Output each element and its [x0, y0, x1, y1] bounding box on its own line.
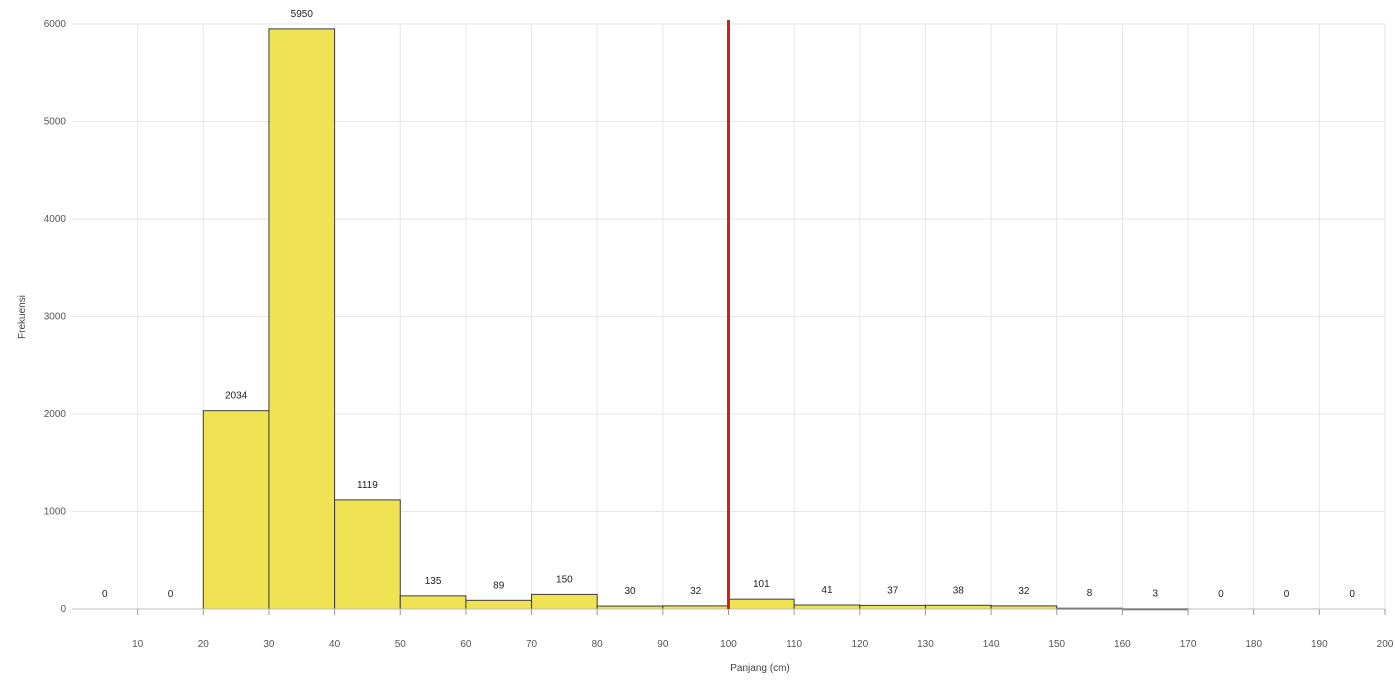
x-tick-label: 200 — [1377, 639, 1394, 650]
x-tick-label: 20 — [198, 639, 210, 650]
histogram-bar — [399, 595, 467, 610]
x-tick-label: 100 — [720, 639, 737, 650]
y-tick-label: 2000 — [44, 409, 67, 420]
bar-value-label: 89 — [493, 580, 505, 591]
y-tick-label: 6000 — [44, 19, 67, 30]
histogram-bar — [728, 598, 795, 610]
y-tick-label: 3000 — [44, 312, 67, 323]
histogram-bar — [531, 593, 598, 610]
bar-value-label: 2034 — [225, 391, 248, 402]
histogram-bar — [202, 410, 270, 610]
bar-value-label: 30 — [624, 586, 636, 597]
x-tick-label: 90 — [657, 639, 669, 650]
histogram-bar — [334, 499, 401, 610]
x-tick-label: 60 — [460, 639, 472, 650]
x-tick-label: 50 — [395, 639, 407, 650]
bar-value-label: 37 — [887, 585, 899, 596]
bar-value-label: 3 — [1152, 589, 1158, 600]
x-tick-label: 110 — [786, 639, 802, 650]
histogram-bar — [268, 28, 336, 610]
bar-value-label: 135 — [425, 576, 442, 587]
x-tick-label: 40 — [329, 639, 341, 650]
x-tick-label: 120 — [851, 639, 868, 650]
bar-value-label: 0 — [102, 589, 108, 600]
y-tick-label: 1000 — [44, 507, 67, 518]
bar-value-label: 0 — [1218, 589, 1224, 600]
y-axis-title: Frekuensi — [17, 295, 28, 339]
x-tick-label: 150 — [1048, 639, 1065, 650]
histogram-bar — [859, 604, 926, 610]
x-tick-label: 10 — [132, 639, 144, 650]
x-tick-label: 190 — [1311, 639, 1328, 650]
x-tick-label: 30 — [263, 639, 275, 650]
bar-value-label: 0 — [1349, 589, 1355, 600]
histogram-bar — [924, 604, 992, 610]
y-tick-label: 4000 — [44, 214, 67, 225]
bar-value-label: 38 — [953, 585, 965, 596]
x-tick-label: 80 — [592, 639, 604, 650]
bar-value-label: 101 — [753, 579, 770, 590]
y-tick-label: 0 — [60, 604, 66, 615]
bar-value-label: 32 — [1018, 586, 1030, 597]
x-tick-label: 160 — [1114, 639, 1131, 650]
x-axis-title: Panjang (cm) — [730, 663, 789, 674]
bars-layer — [202, 28, 1189, 611]
bar-value-label: 5950 — [291, 9, 314, 20]
bar-value-label: 8 — [1087, 588, 1093, 599]
bar-value-label: 0 — [168, 589, 174, 600]
histogram-bar — [793, 604, 861, 610]
bar-value-label: 32 — [690, 586, 702, 597]
y-tick-label: 5000 — [44, 117, 67, 128]
x-tick-label: 130 — [917, 639, 934, 650]
bar-value-label: 0 — [1284, 589, 1290, 600]
x-tick-label: 170 — [1180, 639, 1197, 650]
bar-value-label: 150 — [556, 574, 573, 585]
histogram-bar — [465, 599, 533, 610]
x-tick-label: 180 — [1245, 639, 1262, 650]
x-tick-label: 140 — [983, 639, 1000, 650]
x-tick-label: 70 — [526, 639, 538, 650]
bar-value-label: 41 — [821, 585, 833, 596]
bar-value-label: 1119 — [357, 480, 378, 491]
